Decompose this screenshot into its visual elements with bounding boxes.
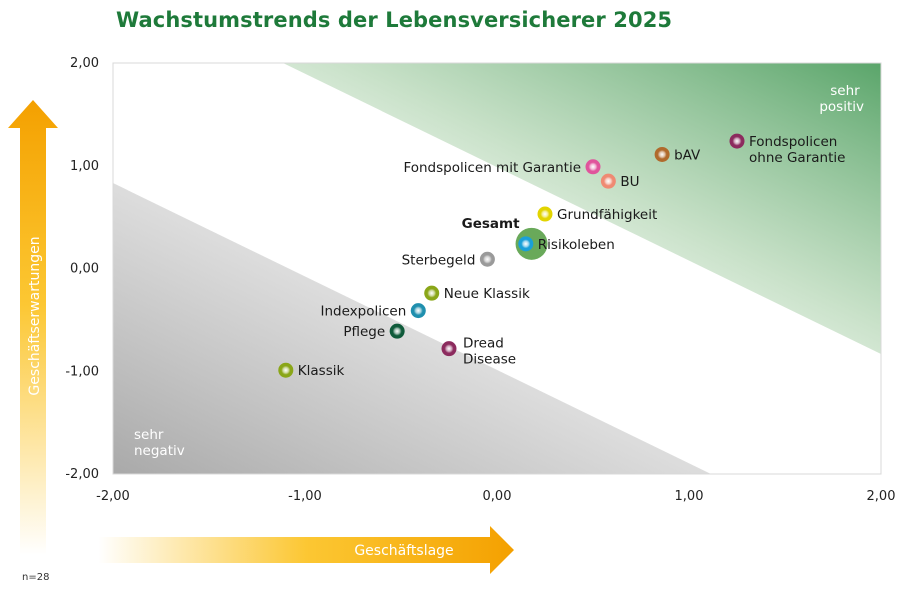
x-tick-label: 2,00: [867, 489, 896, 504]
x-tick-label: 0,00: [483, 489, 512, 504]
point-highlight: [537, 206, 553, 222]
point-label-line: ohne Garantie: [749, 150, 845, 166]
y-tick-label: 2,00: [70, 56, 99, 71]
point-highlight: [654, 146, 670, 162]
point-highlight: [479, 251, 495, 267]
point-label: Indexpolicen: [320, 304, 406, 320]
data-point: Dread Disease: [441, 336, 516, 368]
point-label: BU: [620, 174, 639, 190]
data-point: Neue Klassik: [424, 285, 530, 302]
point-highlight: [389, 323, 405, 339]
corner-label-positive: sehr positiv: [819, 83, 864, 115]
negative-zone: [113, 183, 711, 474]
point-highlight: [600, 173, 616, 189]
point-label-line: Fondspolicen: [749, 134, 837, 150]
y-tick-label: -1,00: [65, 364, 99, 379]
point-highlight: [729, 133, 745, 149]
data-point: Fondspolicen ohne Garantie: [729, 133, 845, 166]
point-highlight: [518, 236, 534, 252]
point-label-line: Dread: [463, 336, 504, 352]
point-label-line: Fondspolicen mit Garantie: [403, 160, 581, 176]
point-label: Sterbegeld: [402, 252, 476, 268]
data-point: Pflege: [343, 323, 405, 340]
y-axis-label: Geschäftserwartungen: [27, 236, 43, 395]
positive-zone: [283, 63, 881, 354]
point-label: Gesamt: [462, 216, 520, 232]
data-point: Risikoleben: [518, 236, 615, 253]
data-point: Klassik: [278, 362, 345, 379]
chart-title: Wachstumstrends der Lebensversicherer 20…: [116, 8, 673, 32]
y-tick-label: -2,00: [65, 467, 99, 482]
data-point: BU: [600, 173, 640, 190]
point-label-line: Pflege: [343, 324, 385, 340]
point-highlight: [585, 159, 601, 175]
x-axis-label: Geschäftslage: [354, 543, 453, 559]
point-highlight: [424, 285, 440, 301]
point-label: bAV: [674, 147, 701, 163]
data-point: bAV: [654, 146, 701, 163]
point-label: Risikoleben: [538, 237, 615, 253]
corner-label-negative: sehr negativ: [134, 427, 185, 459]
point-label-line: Grundfähigkeit: [557, 207, 657, 223]
point-label: Fondspolicen mit Garantie: [403, 160, 581, 176]
x-axis-arrow: [98, 526, 514, 574]
point-label-line: bAV: [674, 147, 701, 163]
point-highlight: [441, 341, 457, 357]
point-label-line: Risikoleben: [538, 237, 615, 253]
point-highlight: [410, 303, 426, 319]
point-label-line: Disease: [463, 352, 516, 368]
point-highlight: [278, 362, 294, 378]
point-label: Neue Klassik: [444, 286, 530, 302]
y-tick-label: 1,00: [70, 159, 99, 174]
point-label: Fondspolicen ohne Garantie: [749, 134, 845, 166]
point-label-line: Neue Klassik: [444, 286, 530, 302]
y-axis-arrow: [8, 100, 58, 555]
x-tick-label: -1,00: [288, 489, 322, 504]
point-label-line: Gesamt: [462, 216, 520, 232]
point-label: Klassik: [298, 363, 345, 379]
x-tick-label: -2,00: [96, 489, 130, 504]
plot-border: [112, 62, 882, 475]
data-point: Indexpolicen: [320, 303, 426, 320]
x-tick-label: 1,00: [675, 489, 704, 504]
point-label-line: Klassik: [298, 363, 345, 379]
point-label: Grundfähigkeit: [557, 207, 657, 223]
point-label: Dread Disease: [463, 336, 516, 368]
data-point: Fondspolicen mit Garantie: [403, 159, 601, 176]
point-label-line: Indexpolicen: [320, 304, 406, 320]
point-label-line: BU: [620, 174, 639, 190]
data-point: Sterbegeld: [402, 251, 495, 268]
sample-size-note: n=28: [22, 572, 50, 583]
data-point: Grundfähigkeit: [537, 206, 657, 223]
y-tick-label: 0,00: [70, 262, 99, 277]
point-label-line: Sterbegeld: [402, 252, 476, 268]
point-label: Pflege: [343, 324, 385, 340]
